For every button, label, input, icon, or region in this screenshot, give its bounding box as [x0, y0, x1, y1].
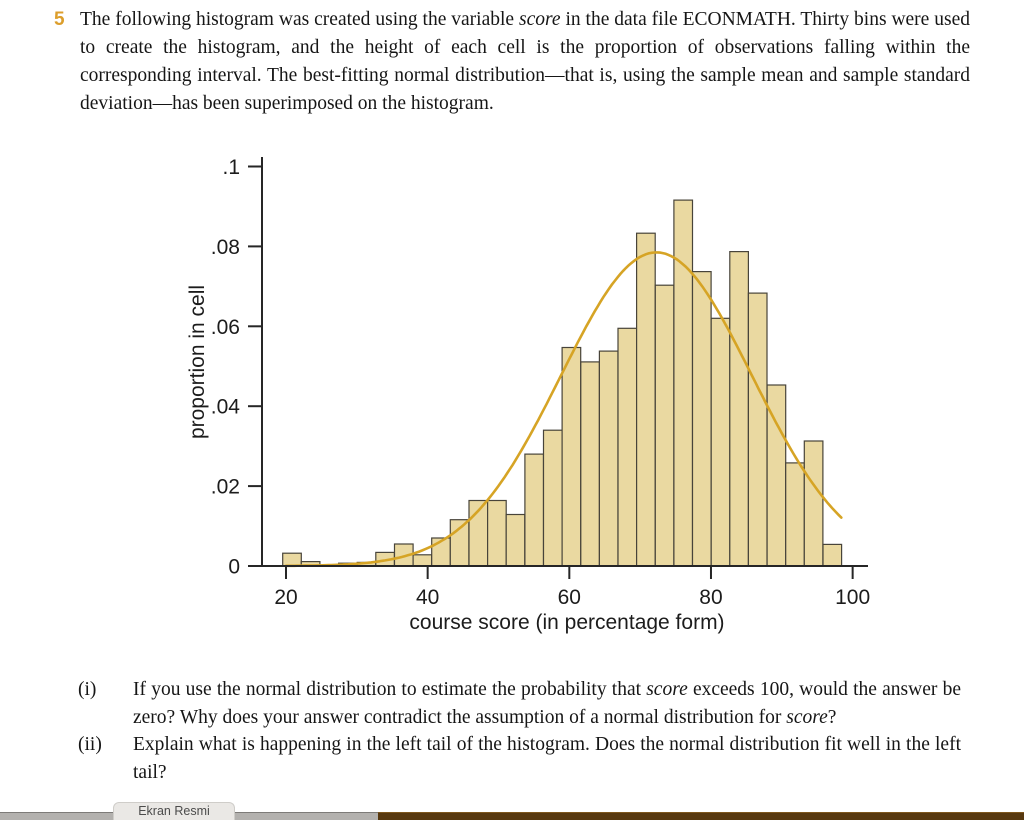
histogram-bar [412, 554, 433, 567]
x-tick-label: 60 [558, 586, 581, 609]
histogram-bar [654, 284, 675, 567]
normal-curve [284, 251, 843, 568]
italic-term: score [646, 679, 688, 700]
x-tick-label: 20 [274, 586, 297, 609]
y-tick-label: .06 [211, 316, 240, 339]
question-text: Explain what is happening in the left ta… [133, 731, 961, 786]
histogram-bar [635, 232, 656, 567]
question-label: (ii) [78, 734, 102, 755]
italic-term: score [786, 706, 828, 728]
question-item: (i) If you use the normal distribution t… [78, 676, 978, 731]
text-segment: If you use the normal distribution to es… [133, 679, 647, 700]
histogram-bar [617, 327, 638, 567]
x-tick-label: 40 [416, 586, 439, 609]
x-tick-label: 100 [835, 586, 870, 609]
text-segment: exceeds 100, would the answer be zero? W… [133, 679, 961, 728]
problem-number: 5 [54, 9, 65, 30]
x-tick-label: 80 [699, 586, 722, 609]
y-axis-title: proportion in cell [186, 285, 209, 439]
y-tick-label: .04 [211, 396, 241, 419]
histogram-chart: proportion in cell course score (in perc… [186, 156, 870, 634]
histogram-bar [729, 250, 749, 567]
histogram-bar [710, 317, 731, 567]
problem-statement: The following histogram was created usin… [80, 6, 970, 118]
histogram-bar [691, 271, 712, 567]
y-tick-label: .02 [211, 476, 240, 499]
histogram-bar [487, 499, 507, 567]
italic-term: score [519, 9, 561, 30]
histogram-bar [524, 453, 545, 567]
histogram-bar [505, 513, 526, 567]
text-segment: The following histogram was created usin… [80, 9, 519, 30]
question-item: (ii) Explain what is happening in the le… [78, 731, 978, 786]
question-list: (i) If you use the normal distribution t… [78, 676, 978, 786]
text-segment: Explain what is happening in the left ta… [133, 734, 961, 783]
histogram-bar [282, 552, 302, 567]
histogram-bar [785, 462, 805, 567]
problem-block: 5 The following histogram was created us… [54, 6, 970, 118]
y-tick-label: .08 [211, 236, 240, 259]
histogram-bar [803, 440, 824, 567]
histogram-bar [542, 429, 563, 567]
question-label: (i) [78, 679, 97, 700]
y-tick-label: .1 [222, 156, 240, 179]
histogram-bar [747, 292, 768, 567]
question-text: If you use the normal distribution to es… [133, 676, 961, 731]
taskbar-brown-strip [378, 812, 1024, 820]
histogram-bar [580, 361, 600, 567]
histogram-bar [822, 543, 843, 567]
text-segment: in the data file ECONMATH. Thirty bins w… [80, 9, 970, 114]
text-segment: ? [827, 706, 837, 728]
x-axis-title: course score (in percentage form) [409, 611, 724, 634]
histogram-bar [561, 346, 582, 567]
histogram-bar [598, 350, 619, 567]
screenshot-tooltip[interactable]: Ekran Resmi [113, 802, 235, 820]
y-tick-label: 0 [228, 556, 240, 579]
histogram-bar [673, 199, 694, 567]
